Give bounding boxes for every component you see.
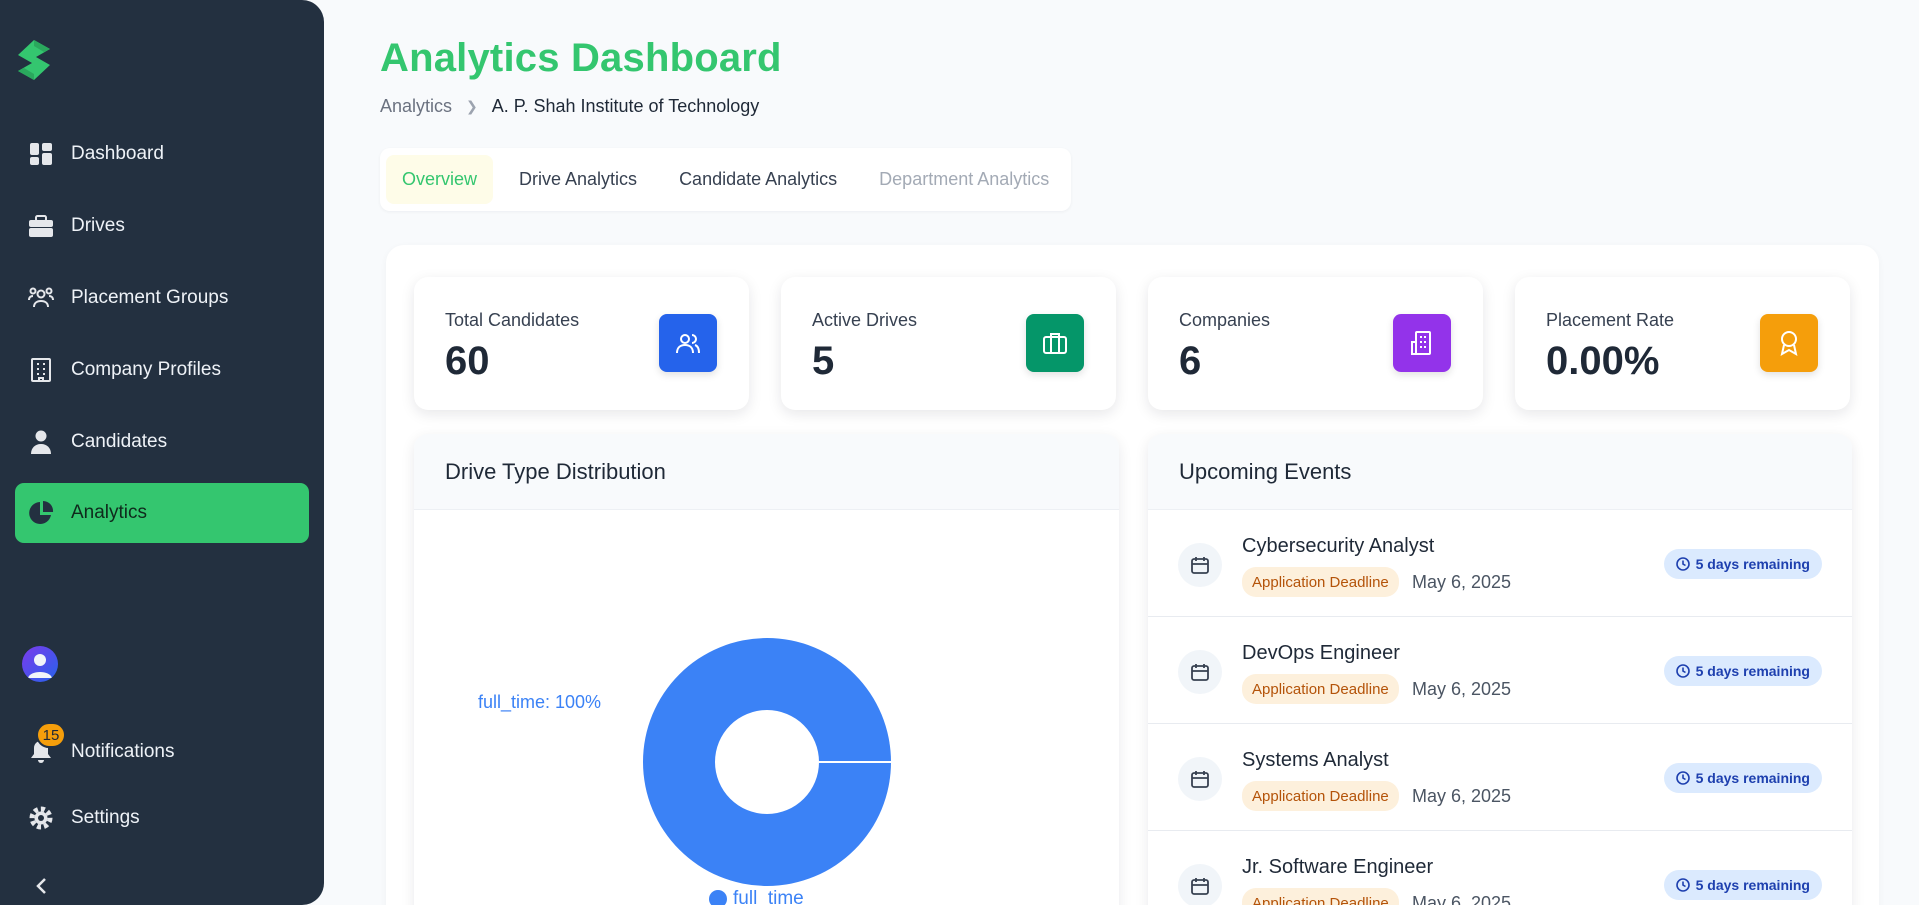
sidebar-item-label: Drives [71, 215, 125, 236]
event-date: May 6, 2025 [1412, 679, 1512, 699]
sidebar-item-candidates[interactable]: Candidates [15, 412, 309, 472]
dashboard-grid-icon [27, 140, 55, 168]
stat-card-companies: Companies 6 [1148, 277, 1483, 410]
sidebar-item-label: Candidates [71, 431, 168, 452]
sidebar-item-placement-groups[interactable]: Placement Groups [15, 268, 309, 328]
tab-candidate-analytics[interactable]: Candidate Analytics [679, 169, 838, 189]
tab-overview[interactable]: Overview [386, 155, 494, 204]
event-item[interactable]: Systems Analyst Application Deadline May… [1148, 724, 1852, 831]
stat-label: Active Drives [812, 310, 918, 330]
stat-value: 6 [1179, 339, 1202, 383]
stat-card-placement-rate: Placement Rate 0.00% [1515, 277, 1850, 410]
users-icon [659, 314, 717, 372]
days-remaining-label: 5 days remaining [1695, 877, 1810, 893]
donut-chart [643, 638, 891, 886]
event-title: Systems Analyst [1242, 749, 1389, 771]
card-title: Drive Type Distribution [414, 434, 1119, 510]
days-remaining-label: 5 days remaining [1695, 663, 1810, 679]
collapse-sidebar-button[interactable] [30, 874, 54, 898]
app-logo[interactable] [14, 38, 54, 82]
clock-icon [1675, 664, 1690, 678]
tab-department-analytics[interactable]: Department Analytics [879, 169, 1050, 189]
calendar-icon [1178, 650, 1222, 694]
stat-value: 5 [812, 339, 835, 383]
calendar-icon [1178, 864, 1222, 905]
days-remaining-label: 5 days remaining [1695, 770, 1810, 786]
chevron-right-icon: ❯ [466, 98, 478, 114]
legend-item-full-time[interactable]: full_time [709, 888, 804, 905]
event-type-badge: Application Deadline [1242, 567, 1399, 597]
drive-type-distribution-card: Drive Type Distribution full_time: 100% … [414, 434, 1119, 905]
calendar-icon [1178, 757, 1222, 801]
sidebar-item-dashboard[interactable]: Dashboard [15, 124, 309, 184]
event-item[interactable]: Cybersecurity Analyst Application Deadli… [1148, 510, 1852, 617]
pie-slice-full_time[interactable] [643, 638, 891, 886]
sidebar-item-analytics[interactable]: Analytics [15, 483, 309, 543]
sidebar-item-label: Settings [71, 807, 140, 828]
legend-label: full_time [733, 888, 804, 905]
event-date: May 6, 2025 [1412, 786, 1512, 806]
tab-drive-analytics[interactable]: Drive Analytics [519, 169, 638, 189]
analytics-tabs: Overview Drive Analytics Candidate Analy… [380, 148, 1071, 211]
event-date: May 6, 2025 [1412, 572, 1512, 592]
sidebar-item-label: Analytics [71, 502, 148, 523]
award-icon [1760, 314, 1818, 372]
days-remaining-label: 5 days remaining [1695, 556, 1810, 572]
stat-label: Companies [1179, 310, 1271, 330]
event-item[interactable]: Jr. Software Engineer Application Deadli… [1148, 831, 1852, 905]
stat-card-active-drives: Active Drives 5 [781, 277, 1116, 410]
building-icon [1393, 314, 1451, 372]
stat-label: Placement Rate [1546, 310, 1675, 330]
chevron-left-icon [36, 878, 46, 894]
breadcrumb-analytics[interactable]: Analytics [380, 96, 453, 116]
page-title: Analytics Dashboard [380, 36, 782, 80]
slice-label: full_time: 100% [478, 692, 602, 712]
stat-value: 0.00% [1546, 339, 1660, 383]
event-date: May 6, 2025 [1412, 893, 1512, 905]
sidebar-item-company-profiles[interactable]: Company Profiles [15, 340, 309, 400]
avatar[interactable] [22, 646, 58, 682]
users-group-icon [27, 284, 55, 312]
user-icon [27, 428, 55, 456]
card-title: Upcoming Events [1148, 434, 1852, 510]
sidebar-item-label: Placement Groups [71, 287, 229, 308]
event-type-badge: Application Deadline [1242, 674, 1399, 704]
event-title: Cybersecurity Analyst [1242, 535, 1435, 557]
sidebar-item-label: Notifications [71, 741, 175, 762]
event-type-badge: Application Deadline [1242, 888, 1399, 905]
stat-label: Total Candidates [445, 310, 580, 330]
sidebar: Dashboard Drives Placement Groups Compan… [0, 0, 324, 905]
briefcase-icon [1026, 314, 1084, 372]
days-remaining-badge: 5 days remaining [1663, 656, 1822, 686]
sidebar-item-label: Dashboard [71, 143, 164, 164]
upcoming-events-card: Upcoming Events Cybersecurity Analyst Ap… [1148, 434, 1852, 905]
days-remaining-badge: 5 days remaining [1663, 870, 1822, 900]
event-item[interactable]: DevOps Engineer Application Deadline May… [1148, 617, 1852, 724]
sidebar-item-drives[interactable]: Drives [15, 196, 309, 256]
clock-icon [1675, 771, 1690, 785]
breadcrumb: Analytics ❯ A. P. Shah Institute of Tech… [380, 96, 759, 117]
event-type-badge: Application Deadline [1242, 781, 1399, 811]
sidebar-item-settings[interactable]: Settings [15, 788, 309, 848]
clock-icon [1675, 878, 1690, 892]
building-icon [27, 356, 55, 384]
legend-swatch [709, 890, 727, 905]
stat-card-total-candidates: Total Candidates 60 [414, 277, 749, 410]
gear-icon [27, 804, 55, 832]
clock-icon [1675, 557, 1690, 571]
event-title: Jr. Software Engineer [1242, 856, 1434, 878]
breadcrumb-institute: A. P. Shah Institute of Technology [491, 96, 760, 116]
pie-chart-icon [27, 499, 55, 527]
days-remaining-badge: 5 days remaining [1663, 763, 1822, 793]
event-title: DevOps Engineer [1242, 642, 1400, 664]
notification-count-badge: 15 [36, 722, 66, 748]
sidebar-item-label: Company Profiles [71, 359, 221, 380]
briefcase-icon [27, 212, 55, 240]
stat-value: 60 [445, 339, 490, 383]
calendar-icon [1178, 543, 1222, 587]
days-remaining-badge: 5 days remaining [1663, 549, 1822, 579]
